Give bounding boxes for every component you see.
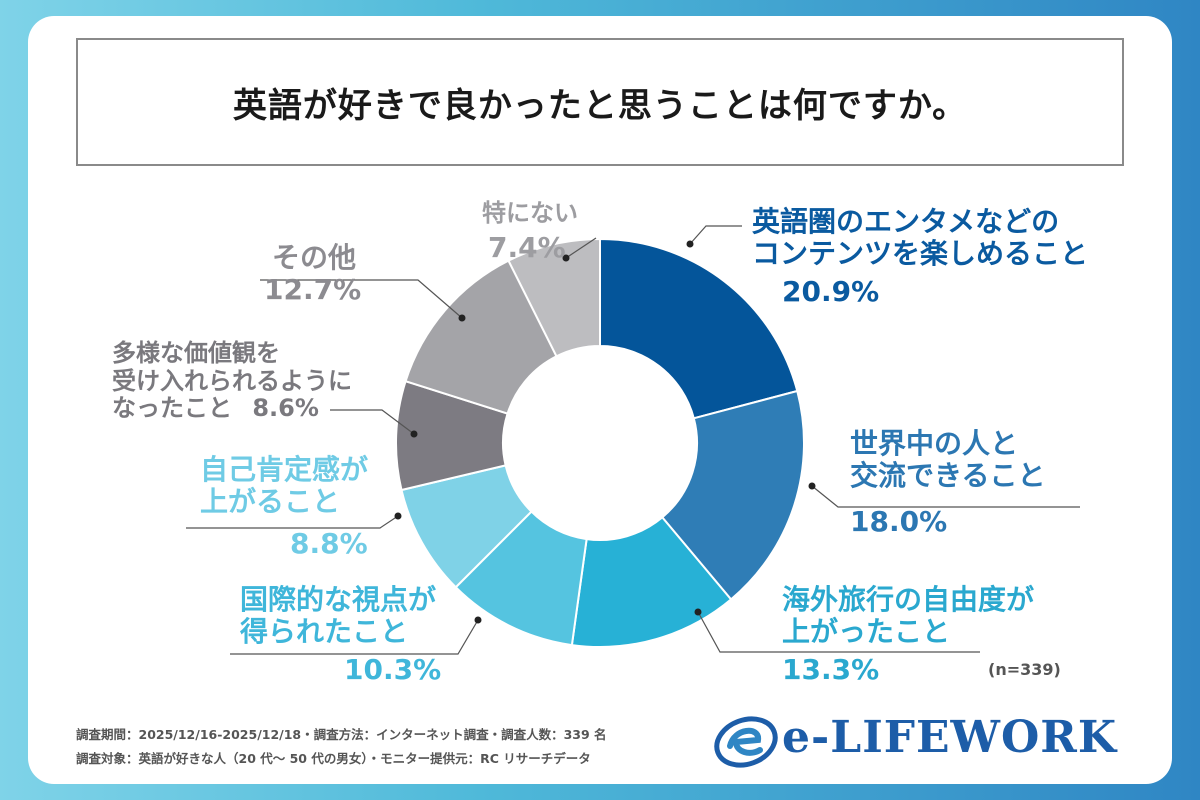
sample-size-note: (n=339): [988, 660, 1061, 679]
label-world-exchange-pct: 18.0%: [850, 505, 948, 539]
label-self-esteem-line2: 上がること: [200, 485, 341, 519]
label-world-exchange-line2: 交流できること: [850, 459, 1046, 493]
title-box: 英語が好きで良かったと思うことは何ですか。: [76, 38, 1124, 166]
label-diversity-line3-text: なったこと: [112, 394, 232, 423]
label-nothing-pct: 7.4%: [488, 230, 566, 264]
leader-entertainment: [686, 225, 742, 248]
label-travel-pct: 13.3%: [782, 653, 880, 687]
leader-self-esteem: [186, 512, 402, 529]
label-nothing: 特にない 7.4%: [482, 199, 578, 264]
label-diversity-line3: なったこと 8.6%: [112, 394, 352, 423]
label-diversity-line2: 受け入れられるように: [112, 366, 352, 395]
footer-line1: 調査期間：2025/12/16-2025/12/18・調査方法：インターネット調…: [76, 727, 607, 742]
leader-global-view: [230, 616, 482, 655]
brand-logo: e-LIFEWORK: [712, 706, 1132, 776]
brand-logo-text: e-LIFEWORK: [782, 712, 1118, 763]
label-other: その他 12.7%: [264, 241, 362, 307]
slice-nothing: [507, 237, 601, 358]
label-world-exchange: 世界中の人と 交流できること 18.0%: [850, 427, 1046, 539]
label-diversity-line1: 多様な価値観を: [112, 339, 280, 367]
label-entertainment-pct: 20.9%: [782, 275, 880, 309]
label-other-name: その他: [272, 241, 357, 274]
brand-emblem-icon: [714, 716, 778, 768]
label-global-view-pct: 10.3%: [344, 653, 442, 687]
label-travel-line1: 海外旅行の自由度が: [782, 583, 1035, 616]
leader-diversity: [330, 409, 418, 438]
leader-world-exchange: [808, 482, 1080, 508]
label-travel: 海外旅行の自由度が 上がったこと 13.3%: [782, 583, 1035, 687]
footer-line2: 調査対象：英語が好きな人（20 代～ 50 代の男女）・モニター提供元：RC リ…: [76, 751, 591, 766]
label-travel-line2: 上がったこと: [782, 615, 951, 649]
label-self-esteem-line1: 自己肯定感が: [200, 453, 369, 486]
chart-title: 英語が好きで良かったと思うことは何ですか。: [232, 85, 968, 126]
label-global-view: 国際的な視点が 得られたこと 10.3%: [240, 583, 442, 687]
label-nothing-name: 特にない: [482, 199, 578, 227]
slice-travel: [570, 515, 733, 648]
label-global-view-line2: 得られたこと: [240, 615, 409, 649]
label-entertainment-line1: 英語圏のエンタメなどの: [752, 205, 1060, 238]
label-other-pct: 12.7%: [264, 273, 362, 307]
label-diversity: 多様な価値観を 受け入れられるように なったこと 8.6%: [112, 339, 352, 423]
label-self-esteem: 自己肯定感が 上がること 8.8%: [200, 453, 369, 561]
label-world-exchange-line1: 世界中の人と: [850, 427, 1019, 460]
leader-other: [260, 279, 466, 322]
label-global-view-line1: 国際的な視点が: [240, 583, 437, 616]
label-entertainment-line2: コンテンツを楽しめること: [752, 237, 1089, 271]
leader-travel: [694, 608, 980, 653]
slice-entertainment: [599, 237, 799, 420]
slice-world-exchange: [660, 389, 805, 601]
label-diversity-pct: 8.6%: [252, 394, 319, 423]
label-self-esteem-pct: 8.8%: [290, 527, 368, 561]
label-entertainment: 英語圏のエンタメなどの コンテンツを楽しめること 20.9%: [752, 205, 1089, 309]
leader-nothing: [562, 237, 597, 262]
